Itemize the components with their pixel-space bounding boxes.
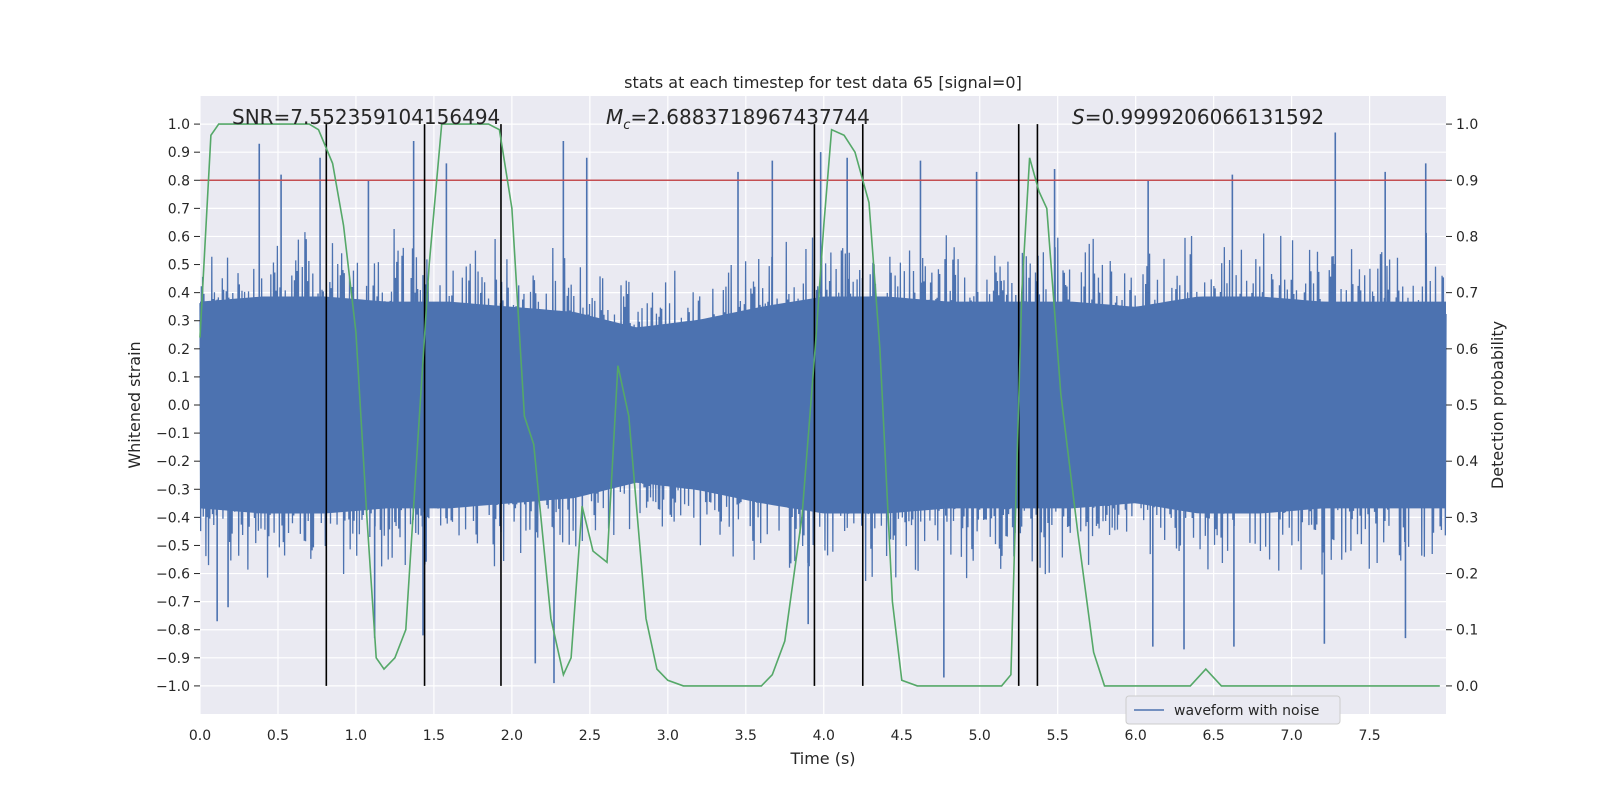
right-y-tick-label: 0.6: [1456, 342, 1478, 358]
right-y-tick-label: 0.1: [1456, 623, 1478, 639]
left-y-axis-ticks: 1.0 0.9 0.8 0.7 0.6 0.5 0.4 0.3 0.2 0.1 0.0 −0.1 −0.…: [156, 117, 200, 695]
right-y-axis-ticks: 1.0 0.9 0.8 0.7 0.6 0.5 0.4 0.3 0.2 0.1 0.0: [1446, 117, 1478, 695]
x-tick-label: 5.0: [969, 728, 991, 744]
left-y-tick-label: −0.1: [156, 426, 190, 442]
x-tick-label: 2.0: [501, 728, 523, 744]
left-y-tick-label: −0.7: [156, 595, 190, 611]
x-tick-label: 2.5: [579, 728, 601, 744]
x-tick-label: 7.5: [1358, 728, 1380, 744]
x-axis-ticks: 0.0 0.5 1.0 1.5 2.0 2.5 3.0 3.5 4.0 4.5 5.0 5.5 6.0 6…: [189, 728, 1381, 744]
left-y-tick-label: −0.6: [156, 567, 190, 583]
left-y-tick-label: −0.4: [156, 510, 190, 526]
legend-box: [1125, 695, 1341, 725]
x-tick-label: 6.0: [1125, 728, 1147, 744]
chirp-mass-value: =2.6883718967437744: [630, 105, 869, 129]
x-tick-label: 4.0: [813, 728, 835, 744]
right-y-tick-label: 0.2: [1456, 567, 1478, 583]
left-y-tick-label: −0.9: [156, 651, 190, 667]
left-y-tick-label: 0.9: [168, 145, 190, 161]
snr-annotation: SNR=7.552359104156494: [232, 105, 500, 129]
score-symbol: S: [1072, 105, 1085, 129]
right-y-tick-label: 1.0: [1456, 117, 1478, 133]
right-y-tick-label: 0.8: [1456, 229, 1478, 245]
left-y-tick-label: 0.6: [168, 229, 190, 245]
left-y-tick-label: −0.3: [156, 482, 190, 498]
right-y-tick-label: 0.4: [1456, 454, 1478, 470]
right-y-axis-label: Detection probability: [1488, 321, 1507, 489]
right-y-tick-label: 0.3: [1456, 510, 1478, 526]
x-tick-label: 0.0: [189, 728, 211, 744]
chirp-mass-subscript: c: [623, 118, 630, 133]
x-tick-label: 3.5: [735, 728, 757, 744]
x-axis-label: Time (s): [789, 749, 855, 768]
x-tick-label: 1.0: [345, 728, 367, 744]
legend: waveform with noise: [1125, 695, 1341, 725]
left-y-tick-label: 0.3: [168, 314, 190, 330]
left-y-tick-label: 0.8: [168, 173, 190, 189]
x-tick-label: 7.0: [1280, 728, 1302, 744]
left-y-tick-label: −0.5: [156, 538, 190, 554]
detection-probability-series: [199, 123, 1440, 687]
right-y-tick-label: 0.7: [1456, 286, 1478, 302]
right-y-tick-label: 0.0: [1456, 679, 1478, 695]
x-tick-label: 0.5: [267, 728, 289, 744]
legend-label-waveform: waveform with noise: [1174, 703, 1319, 719]
right-y-tick-label: 0.5: [1456, 398, 1478, 414]
waveform-with-noise-series: [199, 132, 1447, 684]
vertical-markers: [325, 124, 1039, 686]
chirp-mass-symbol: M: [606, 105, 623, 129]
left-y-tick-label: 0.2: [168, 342, 190, 358]
left-y-axis-label: Whitened strain: [125, 341, 144, 468]
probability-line: [199, 123, 1440, 687]
chirp-mass-annotation: Mc=2.6883718967437744: [606, 105, 870, 133]
left-y-tick-label: 0.5: [168, 258, 190, 274]
right-y-tick-label: 0.9: [1456, 173, 1478, 189]
left-y-tick-label: −1.0: [156, 679, 190, 695]
left-y-tick-label: −0.2: [156, 454, 190, 470]
left-y-tick-label: 0.0: [168, 398, 190, 414]
left-y-tick-label: 0.7: [168, 201, 190, 217]
x-tick-label: 1.5: [423, 728, 445, 744]
x-tick-label: 3.0: [657, 728, 679, 744]
score-value: =0.9999206066131592: [1085, 105, 1324, 129]
chart-title: stats at each timestep for test data 65 …: [624, 73, 1022, 92]
x-tick-label: 4.5: [891, 728, 913, 744]
x-tick-label: 6.5: [1203, 728, 1225, 744]
x-tick-label: 5.5: [1047, 728, 1069, 744]
score-annotation: S=0.9999206066131592: [1072, 105, 1324, 129]
waveform-core-band: [200, 296, 1446, 514]
left-y-tick-label: −0.8: [156, 623, 190, 639]
left-y-tick-label: 0.1: [168, 370, 190, 386]
left-y-tick-label: 0.4: [168, 286, 190, 302]
left-y-tick-label: 1.0: [168, 117, 190, 133]
